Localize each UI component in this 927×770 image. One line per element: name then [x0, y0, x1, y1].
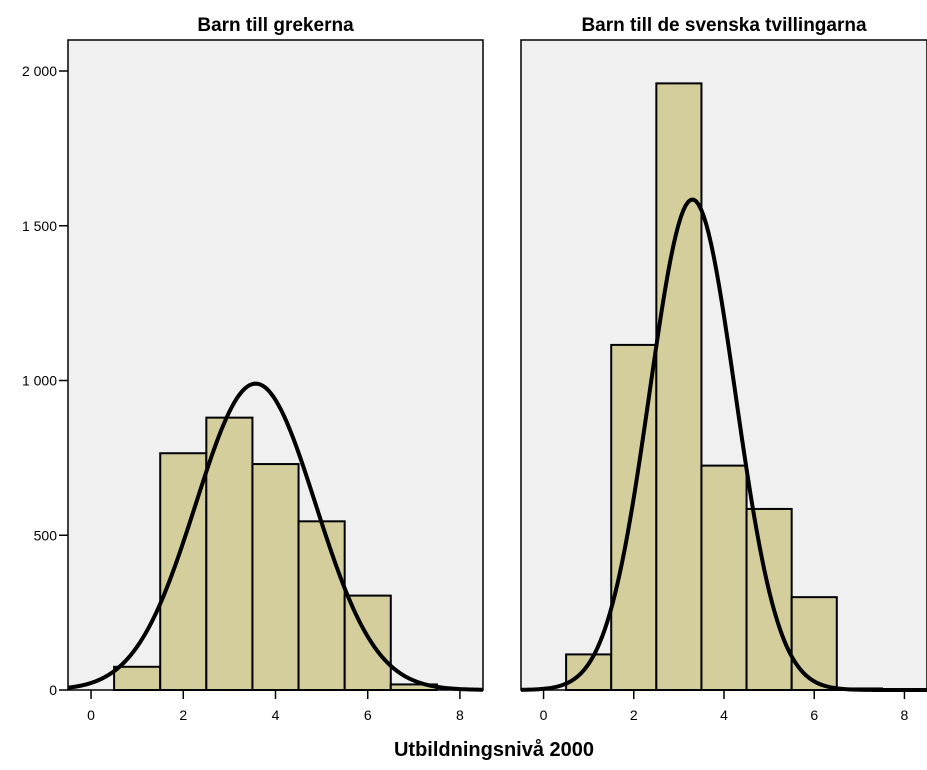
y-tick-label-0: 0: [49, 682, 57, 698]
x-tick-label-panel2-4: 4: [720, 707, 728, 723]
bar-panel2-bin-6: [790, 596, 838, 692]
bar-panel1-bin-5: [297, 520, 346, 692]
x-tick-label-panel1-2: 2: [179, 707, 187, 723]
x-tick-label-panel2-2: 2: [630, 707, 638, 723]
bar-panel2-bin-5: [745, 507, 793, 691]
bar-panel2-bin-4: [700, 464, 748, 691]
x-axis-label: Utbildningsnivå 2000: [394, 738, 594, 761]
y-tick-label-2000: 2 000: [22, 63, 57, 79]
x-tick-label-panel1-6: 6: [364, 707, 372, 723]
bar-panel1-bin-3: [205, 416, 254, 691]
x-tick-label-panel2-6: 6: [810, 707, 818, 723]
panel-title-1: Barn till grekerna: [197, 15, 354, 36]
x-tick-label-panel2-0: 0: [540, 707, 548, 723]
x-tick-label-panel1-4: 4: [272, 707, 280, 723]
panel-title-2: Barn till de svenska tvillingarna: [581, 15, 867, 36]
normal-curve-panel-2: [520, 197, 927, 692]
x-tick-label-panel1-8: 8: [456, 707, 464, 723]
bar-panel2-bin-1: [565, 653, 613, 691]
y-tick-label-1000: 1 000: [22, 373, 57, 389]
x-tick-label-panel1-0: 0: [87, 707, 95, 723]
bar-panel1-bin-4: [251, 463, 300, 691]
y-tick-label-500: 500: [34, 527, 58, 543]
bar-panel2-bin-3: [655, 82, 703, 691]
normal-curve-panel-1: [67, 381, 484, 692]
x-tick-label-panel2-8: 8: [901, 707, 909, 723]
y-tick-label-1500: 1 500: [22, 218, 57, 234]
bar-panel1-bin-1: [113, 665, 162, 691]
bar-panel1-bin-6: [343, 594, 392, 691]
